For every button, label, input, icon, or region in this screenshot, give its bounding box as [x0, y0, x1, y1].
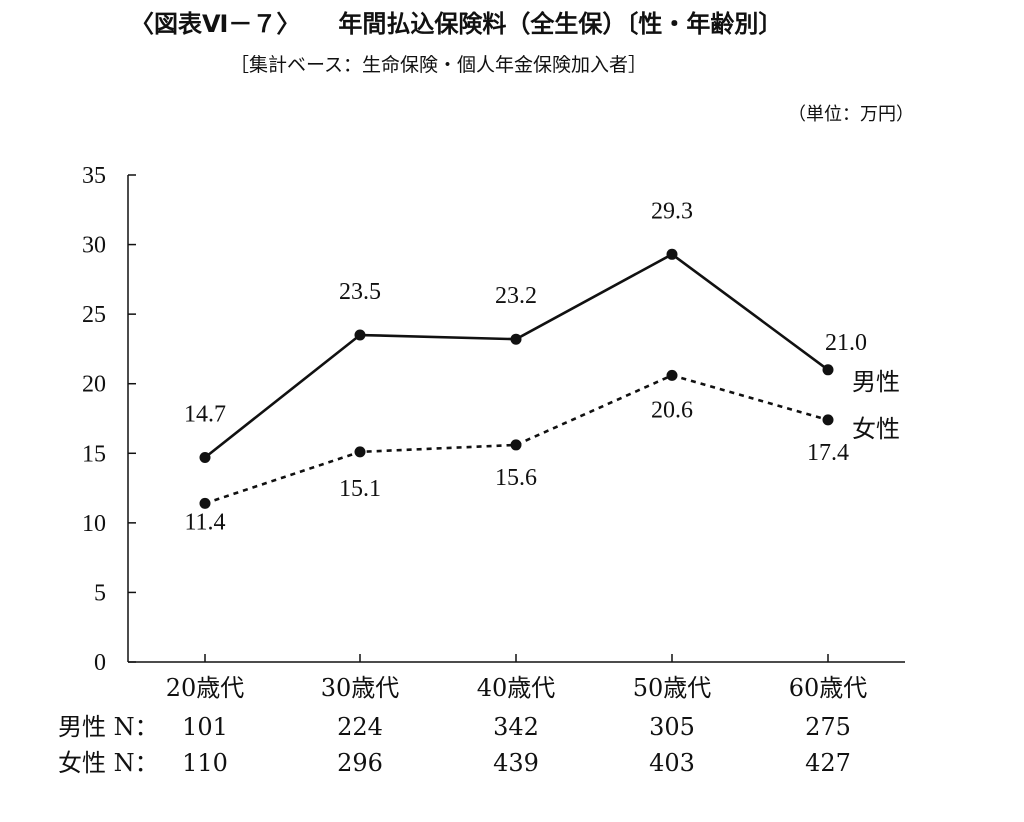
x-tick-label: 30歳代 [321, 674, 400, 702]
y-tick-label: 5 [94, 580, 106, 606]
series-line-1 [204, 373, 829, 505]
data-label: 21.0 [825, 330, 867, 356]
data-point [199, 497, 211, 509]
unit-label: （単位：万円） [788, 104, 914, 125]
chart-title: 〈図表Ⅵ－７〉 年間払込保険料（全生保）〔性・年齢別〕 [130, 4, 782, 39]
data-point [354, 446, 366, 458]
data-point [822, 414, 834, 426]
sample-size-value: 305 [649, 713, 695, 741]
sample-size-value: 342 [493, 713, 539, 741]
sample-size-value: 296 [337, 749, 383, 777]
x-tick-label: 20歳代 [166, 674, 245, 702]
data-label: 17.4 [807, 440, 849, 466]
y-tick-label: 30 [82, 233, 106, 259]
figure-number: 〈図表Ⅵ－７〉 [130, 10, 301, 38]
x-tick-label: 60歳代 [789, 674, 868, 702]
series-label: 女性 [852, 415, 900, 443]
data-point [199, 451, 211, 463]
y-tick-label: 15 [82, 441, 106, 467]
x-tick-label: 50歳代 [633, 674, 712, 702]
y-tick-label: 25 [82, 302, 106, 328]
sample-size-value: 275 [805, 713, 851, 741]
data-point [354, 329, 366, 341]
y-tick-label: 35 [82, 163, 106, 189]
data-label: 14.7 [184, 401, 226, 427]
sample-size-row-label: 男性 N： [58, 713, 159, 741]
data-label: 11.4 [184, 509, 225, 535]
sample-size-value: 110 [182, 749, 228, 777]
series-label: 男性 [852, 368, 900, 396]
data-label: 15.1 [339, 476, 381, 502]
sample-size-value: 403 [649, 749, 695, 777]
sample-size-value: 101 [182, 713, 228, 741]
x-tick-label: 40歳代 [477, 674, 556, 702]
y-tick-label: 0 [94, 650, 106, 676]
title-text: 年間払込保険料（全生保）〔性・年齢別〕 [338, 10, 783, 38]
data-label: 23.2 [495, 283, 537, 309]
y-tick-label: 10 [82, 511, 106, 537]
sample-size-value: 224 [337, 713, 383, 741]
chart-subtitle: ［集計ベース：生命保険・個人年金保険加入者］ [230, 54, 648, 76]
data-label: 20.6 [651, 397, 693, 423]
data-point [666, 369, 678, 381]
data-label: 15.6 [495, 465, 537, 491]
data-label: 23.5 [339, 279, 381, 305]
sample-size-value: 439 [493, 749, 539, 777]
sample-size-row-label: 女性 N： [58, 749, 159, 777]
data-point [510, 333, 522, 345]
sample-size-value: 427 [805, 749, 851, 777]
y-tick-label: 20 [82, 372, 106, 398]
data-point [666, 248, 678, 260]
data-point [822, 364, 834, 376]
data-label: 29.3 [651, 198, 693, 224]
data-point [510, 439, 522, 451]
